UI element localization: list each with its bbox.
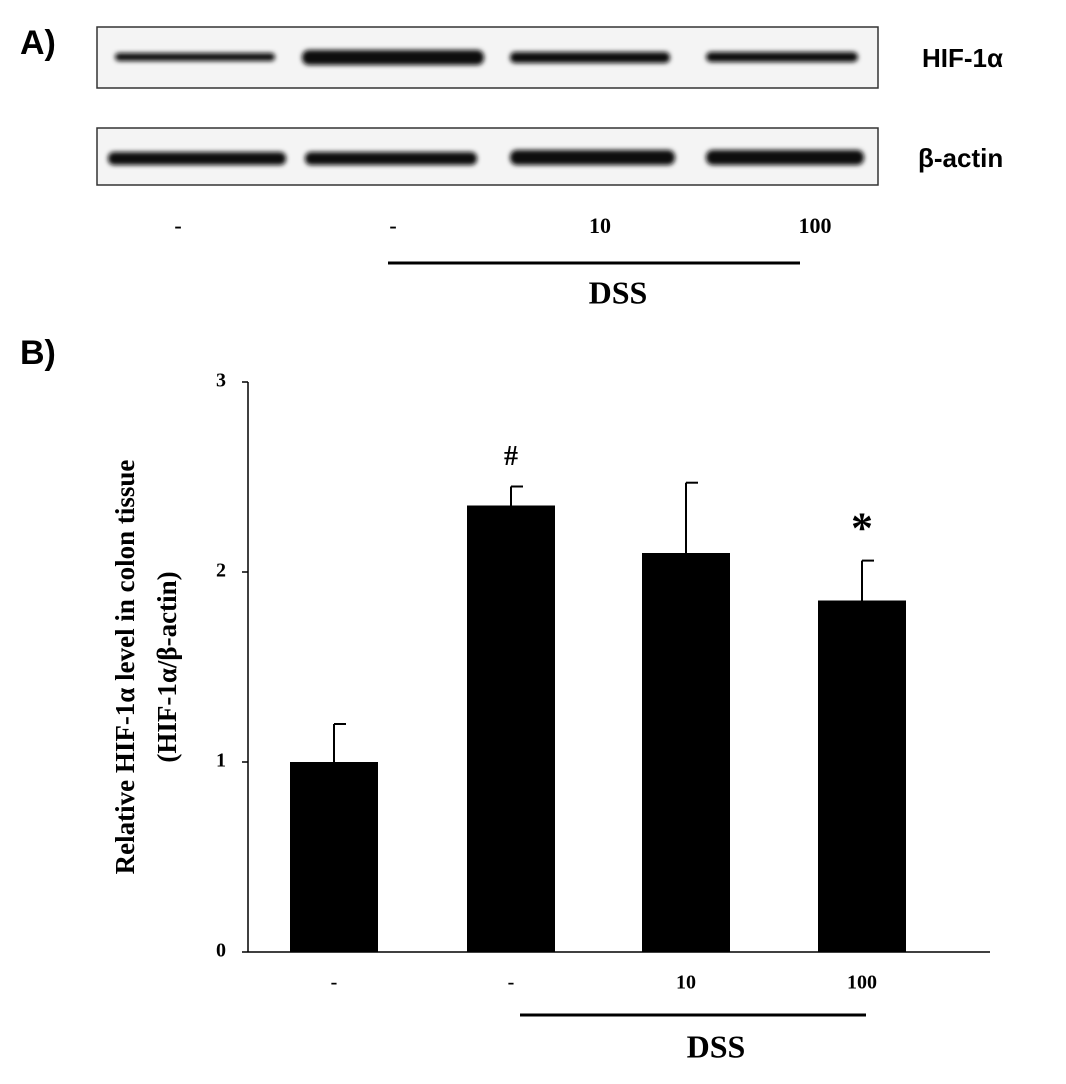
- panel-label: B): [20, 334, 56, 372]
- lane-label: 100: [799, 213, 832, 238]
- x-tick-label: 10: [676, 972, 696, 994]
- y-tick-label: 2: [216, 560, 226, 582]
- significance-mark: *: [851, 504, 873, 553]
- panel-label: A): [20, 24, 56, 62]
- x-tick-label: -: [331, 972, 338, 994]
- bar-chart: 0 1 2 3 Relative HIF-1α level in colon tissu…: [110, 370, 990, 1064]
- bar: [290, 762, 378, 952]
- blot-label: HIF-1α: [922, 43, 1003, 73]
- bar: [818, 600, 906, 952]
- y-axis-title: Relative HIF-1α level in colon tissue (HI…: [110, 460, 182, 875]
- y-axis-title-line: (HIF-1α/β-actin): [152, 571, 182, 762]
- group-label: DSS: [687, 1028, 746, 1064]
- y-tick-label: 1: [216, 750, 226, 772]
- lane-label: 10: [589, 213, 611, 238]
- x-tick-label: -: [508, 972, 515, 994]
- lane-label: -: [389, 213, 396, 238]
- lane-label: -: [174, 213, 181, 238]
- y-tick-label: 0: [216, 940, 226, 962]
- blot-bands: [108, 150, 864, 165]
- blot-label: β-actin: [918, 143, 1003, 173]
- blot-bands: [115, 50, 858, 65]
- bar: [467, 505, 555, 952]
- bar: [642, 553, 730, 952]
- x-tick-label: 100: [847, 972, 877, 994]
- y-tick-label: 3: [216, 370, 226, 392]
- significance-mark: #: [504, 441, 518, 472]
- group-label: DSS: [589, 274, 648, 310]
- y-axis-title-line: Relative HIF-1α level in colon tissue: [110, 460, 140, 875]
